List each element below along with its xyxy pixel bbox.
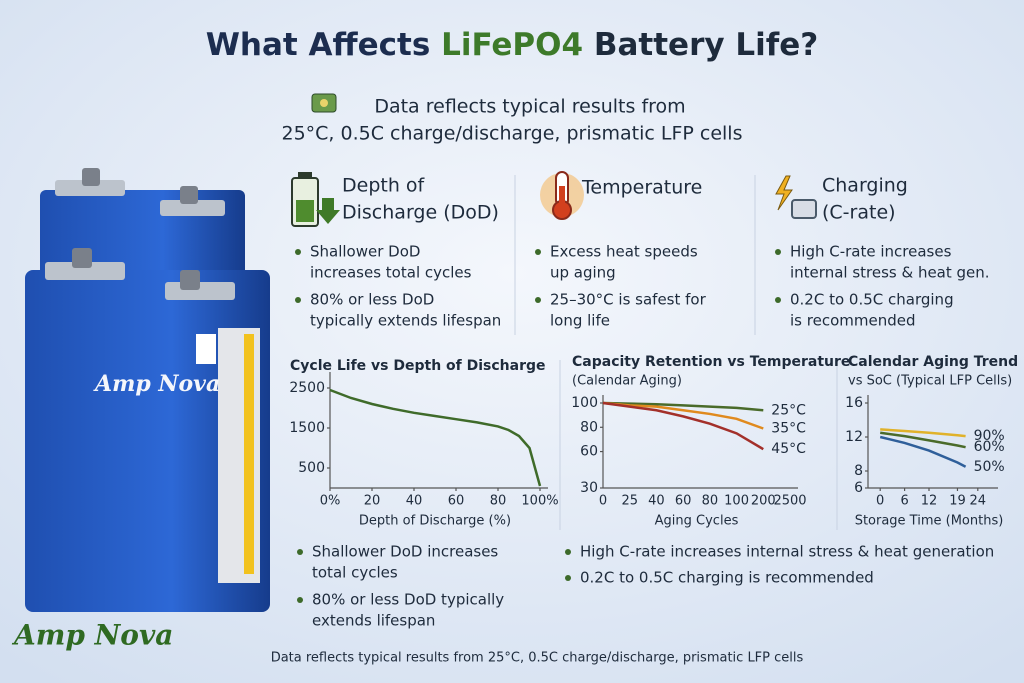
- data-line: [329, 388, 542, 487]
- bullet-text: High C-rate increases: [790, 243, 952, 261]
- dod-icon: [291, 172, 340, 227]
- y-tick-label: 100: [571, 395, 598, 411]
- bullet-text: internal stress & heat gen.: [790, 264, 990, 282]
- series-label: 60%: [974, 439, 1005, 455]
- bullet-dot: [565, 549, 571, 555]
- x-tick-label: 100%: [521, 494, 558, 509]
- y-tick-label: 1500: [289, 420, 325, 436]
- bullet-dot: [775, 297, 781, 303]
- x-tick-label: 40: [406, 494, 423, 509]
- x-tick-label: 12: [921, 494, 938, 509]
- x-axis-label: Storage Time (Months): [855, 514, 1004, 529]
- chart-title: Calendar Aging Trend: [848, 354, 1018, 370]
- bullet-text: total cycles: [312, 564, 398, 582]
- bullet-text: Shallower DoD: [310, 243, 420, 261]
- y-tick-label: 80: [580, 419, 598, 435]
- x-tick-label: 19: [949, 494, 966, 509]
- bullet-text: Excess heat speeds: [550, 243, 698, 261]
- x-tick-label: 80: [490, 494, 507, 509]
- series-label: 90%: [974, 428, 1005, 444]
- bullet-dot: [295, 249, 301, 255]
- bullet-text: 25–30°C is safest for: [550, 291, 707, 309]
- x-tick-label: 40: [648, 494, 665, 509]
- series-label: 25°C: [771, 402, 806, 418]
- chart-title: Cycle Life vs Depth of Discharge: [290, 358, 546, 374]
- bullet-dot: [297, 597, 303, 603]
- x-tick-label: 200: [751, 494, 776, 509]
- bullet-dot: [775, 249, 781, 255]
- bullet-text: increases total cycles: [310, 264, 472, 282]
- y-tick-label: 16: [845, 395, 863, 411]
- battery-label: Amp Nova: [93, 371, 220, 397]
- series-label: 35°C: [771, 421, 806, 437]
- y-tick-label: 500: [298, 460, 325, 476]
- note-icon: [311, 93, 337, 113]
- x-tick-label: 0%: [320, 494, 341, 509]
- title: What Affects LiFePO4 Battery Life?: [206, 27, 819, 63]
- bullet-text: 0.2C to 0.5C charging is recommended: [580, 569, 874, 587]
- chart-subtitle: vs SoC (Typical LFP Cells): [848, 374, 1012, 389]
- bullet-text: 80% or less DoD: [310, 291, 434, 309]
- x-axis-label: Aging Cycles: [655, 514, 739, 529]
- brand: Amp Nova: [11, 619, 173, 652]
- chart-title: Capacity Retention vs Temperature: [572, 354, 850, 370]
- y-tick-label: 8: [854, 463, 863, 479]
- bullet-dot: [295, 297, 301, 303]
- x-tick-label: 0: [599, 494, 607, 509]
- battery-illustration: [25, 168, 270, 612]
- x-tick-label: 0: [876, 494, 884, 509]
- note-line: 25°C, 0.5C charge/discharge, prismatic L…: [281, 123, 742, 145]
- x-tick-label: 60: [675, 494, 692, 509]
- bullet-text: up aging: [550, 264, 616, 282]
- chart-subtitle: (Calendar Aging): [572, 374, 682, 389]
- feature-heading: (C-rate): [822, 202, 896, 224]
- bullet-text: Shallower DoD increases: [312, 543, 498, 561]
- x-tick-label: 100: [724, 494, 749, 509]
- bullet-text: long life: [550, 312, 610, 330]
- y-tick-label: 12: [845, 429, 863, 445]
- series-label: 50%: [974, 459, 1005, 475]
- y-tick-label: 6: [854, 480, 863, 496]
- data-line: [880, 428, 966, 438]
- bullet-dot: [535, 297, 541, 303]
- bullet-text: typically extends lifespan: [310, 312, 501, 330]
- x-axis-label: Depth of Discharge (%): [359, 514, 511, 529]
- data-line: [602, 401, 764, 412]
- bullet-text: 0.2C to 0.5C charging: [790, 291, 954, 309]
- series-label: 45°C: [771, 441, 806, 457]
- y-tick-label: 2500: [289, 380, 325, 396]
- feature-heading: Discharge (DoD): [342, 202, 499, 224]
- footer: Data reflects typical results from 25°C,…: [271, 651, 804, 666]
- bullet-text: extends lifespan: [312, 612, 435, 630]
- bullet-dot: [535, 249, 541, 255]
- bullet-dot: [297, 549, 303, 555]
- temperature-icon: [540, 171, 584, 220]
- x-tick-label: 60: [448, 494, 465, 509]
- x-tick-label: 80: [702, 494, 719, 509]
- x-tick-label: 25: [621, 494, 638, 509]
- x-tick-label: 20: [364, 494, 381, 509]
- x-tick-label: 24: [970, 494, 987, 509]
- bullet-text: High C-rate increases internal stress & …: [580, 543, 994, 561]
- y-tick-label: 60: [580, 444, 598, 460]
- feature-heading: Charging: [822, 175, 908, 197]
- bullet-text: is recommended: [790, 312, 915, 330]
- data-line: [880, 431, 966, 449]
- data-line: [602, 401, 764, 451]
- y-tick-label: 30: [580, 480, 598, 496]
- note-line: Data reflects typical results from: [374, 96, 685, 118]
- x-tick-label: 2500: [773, 494, 806, 509]
- bullet-text: 80% or less DoD typically: [312, 591, 504, 609]
- bullet-dot: [565, 575, 571, 581]
- data-line: [879, 435, 967, 468]
- feature-heading: Temperature: [581, 177, 702, 199]
- x-tick-label: 6: [900, 494, 908, 509]
- feature-heading: Depth of: [342, 175, 426, 197]
- charging-icon: [775, 175, 817, 219]
